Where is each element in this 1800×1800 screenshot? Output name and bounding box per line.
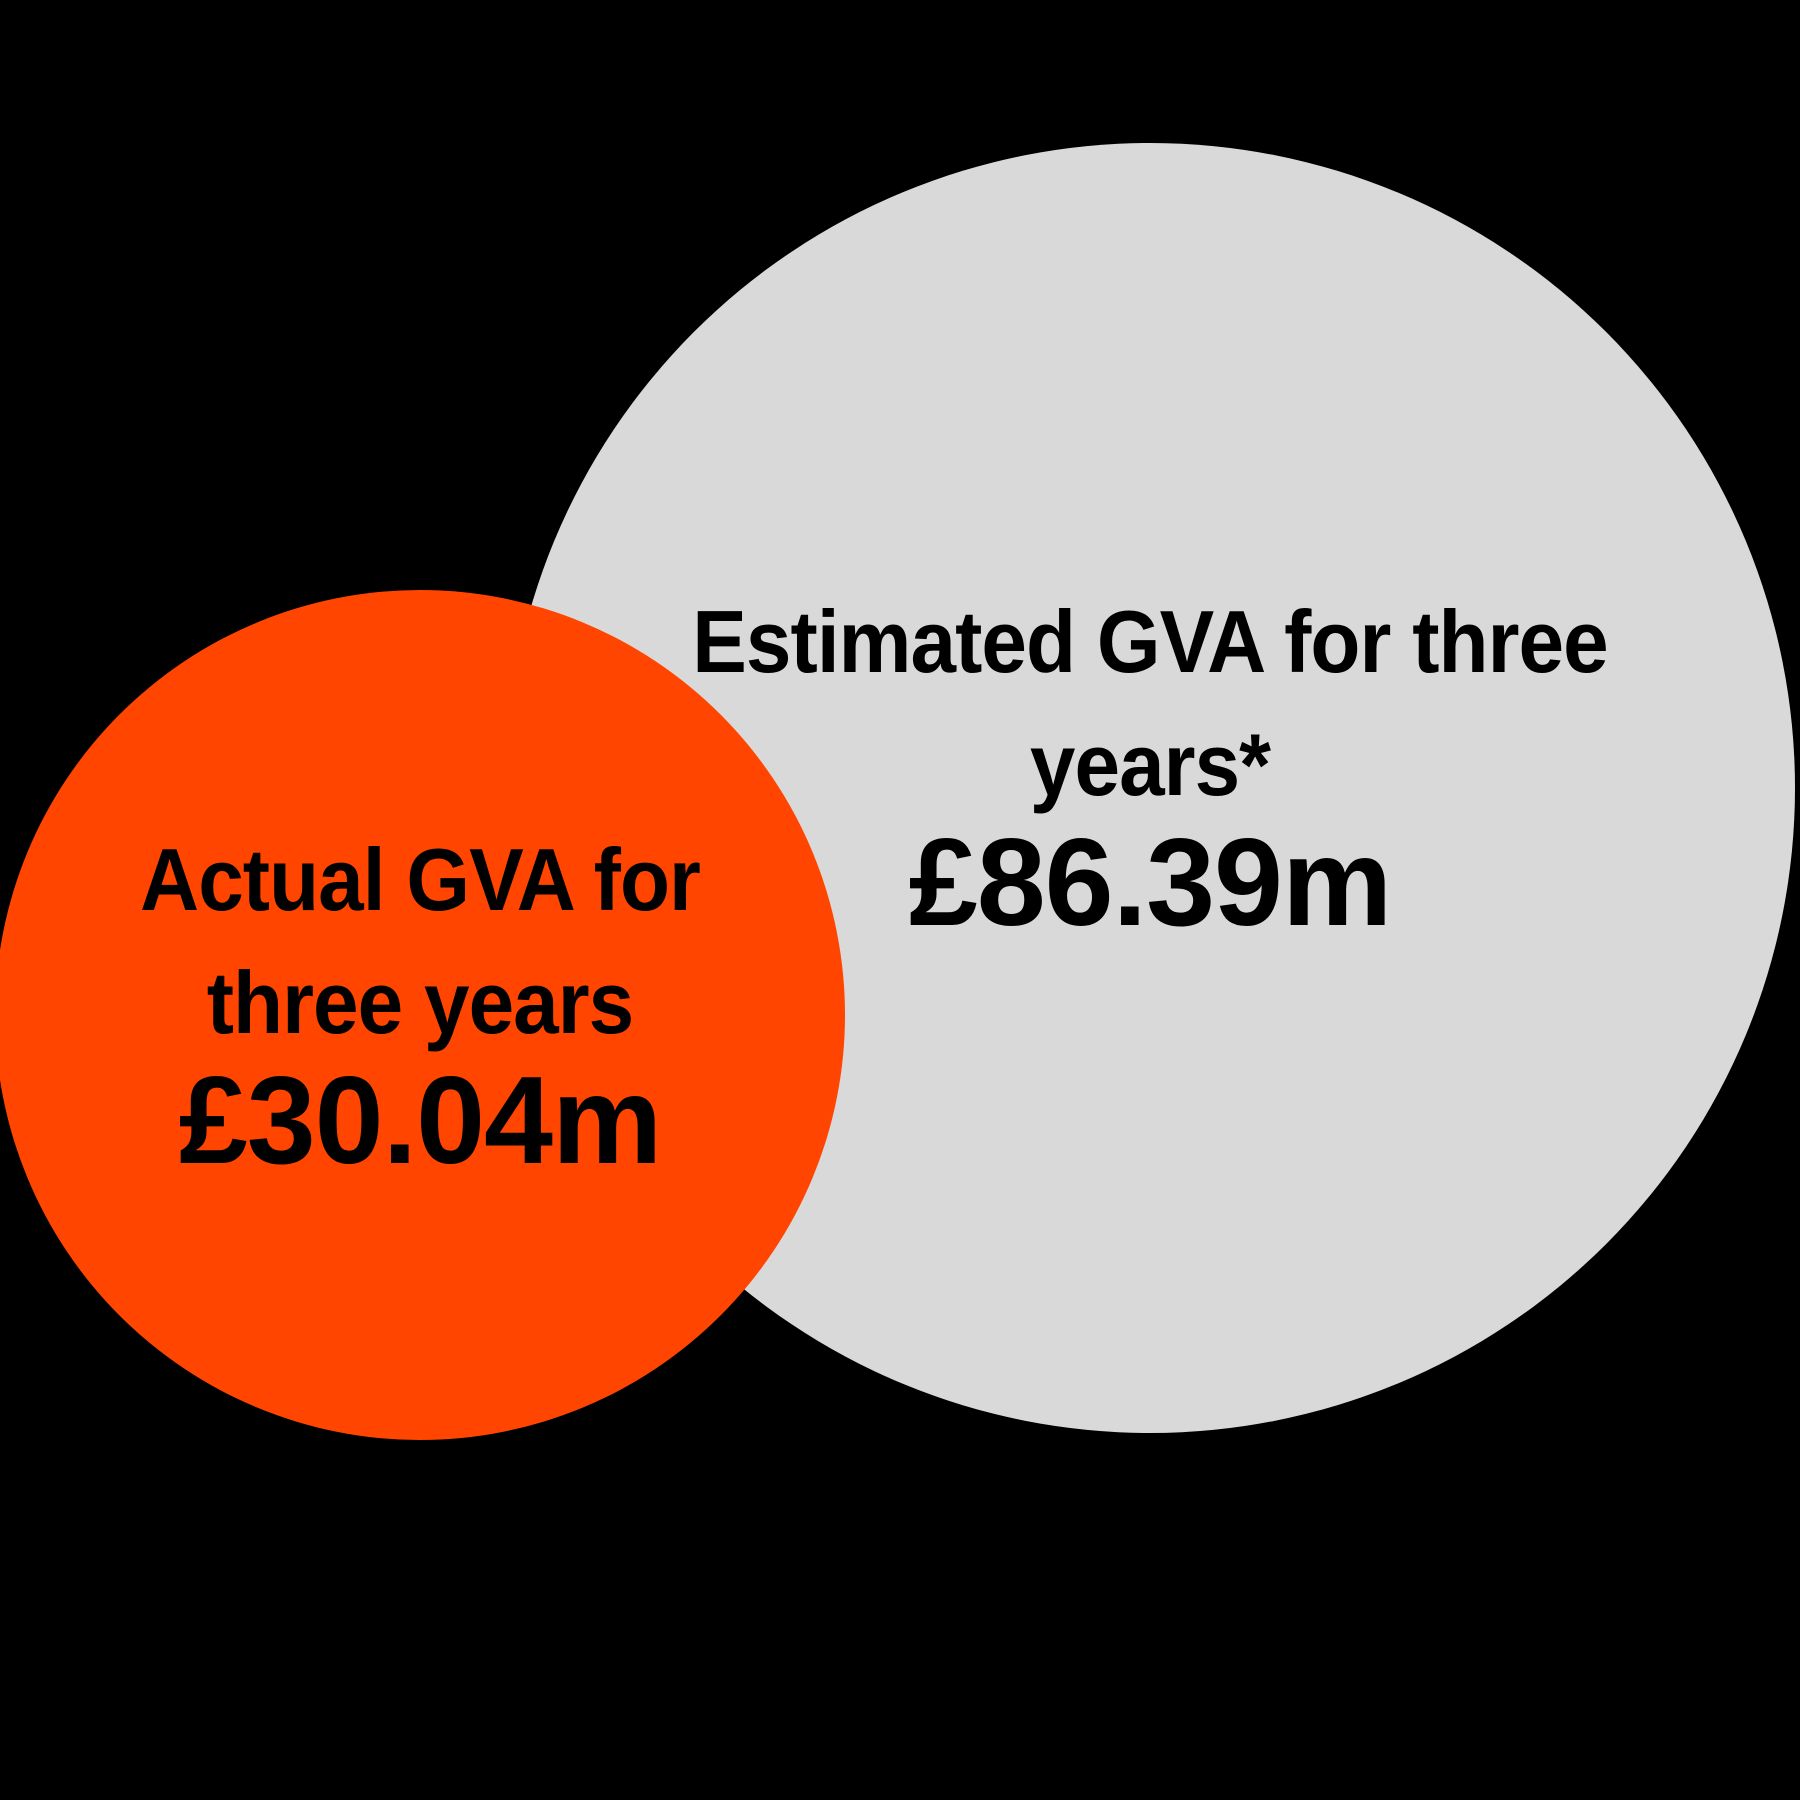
estimated-gva-label: Estimated GVA for three years* xyxy=(592,580,1708,826)
estimated-gva-label-line1: Estimated GVA for three xyxy=(692,592,1608,691)
actual-gva-label: Actual GVA for three years xyxy=(48,818,792,1064)
estimated-gva-text-block: Estimated GVA for three years* £86.39m xyxy=(550,580,1750,958)
actual-gva-circle xyxy=(0,590,845,1440)
actual-gva-label-line1: Actual GVA for xyxy=(140,830,701,929)
actual-gva-label-line2: three years xyxy=(206,953,634,1052)
actual-gva-value: £30.04m xyxy=(178,1052,663,1190)
estimated-gva-value: £86.39m xyxy=(908,814,1393,952)
actual-gva-text-block: Actual GVA for three years £30.04m xyxy=(20,818,820,1196)
estimated-gva-label-line2: years* xyxy=(1029,715,1271,814)
